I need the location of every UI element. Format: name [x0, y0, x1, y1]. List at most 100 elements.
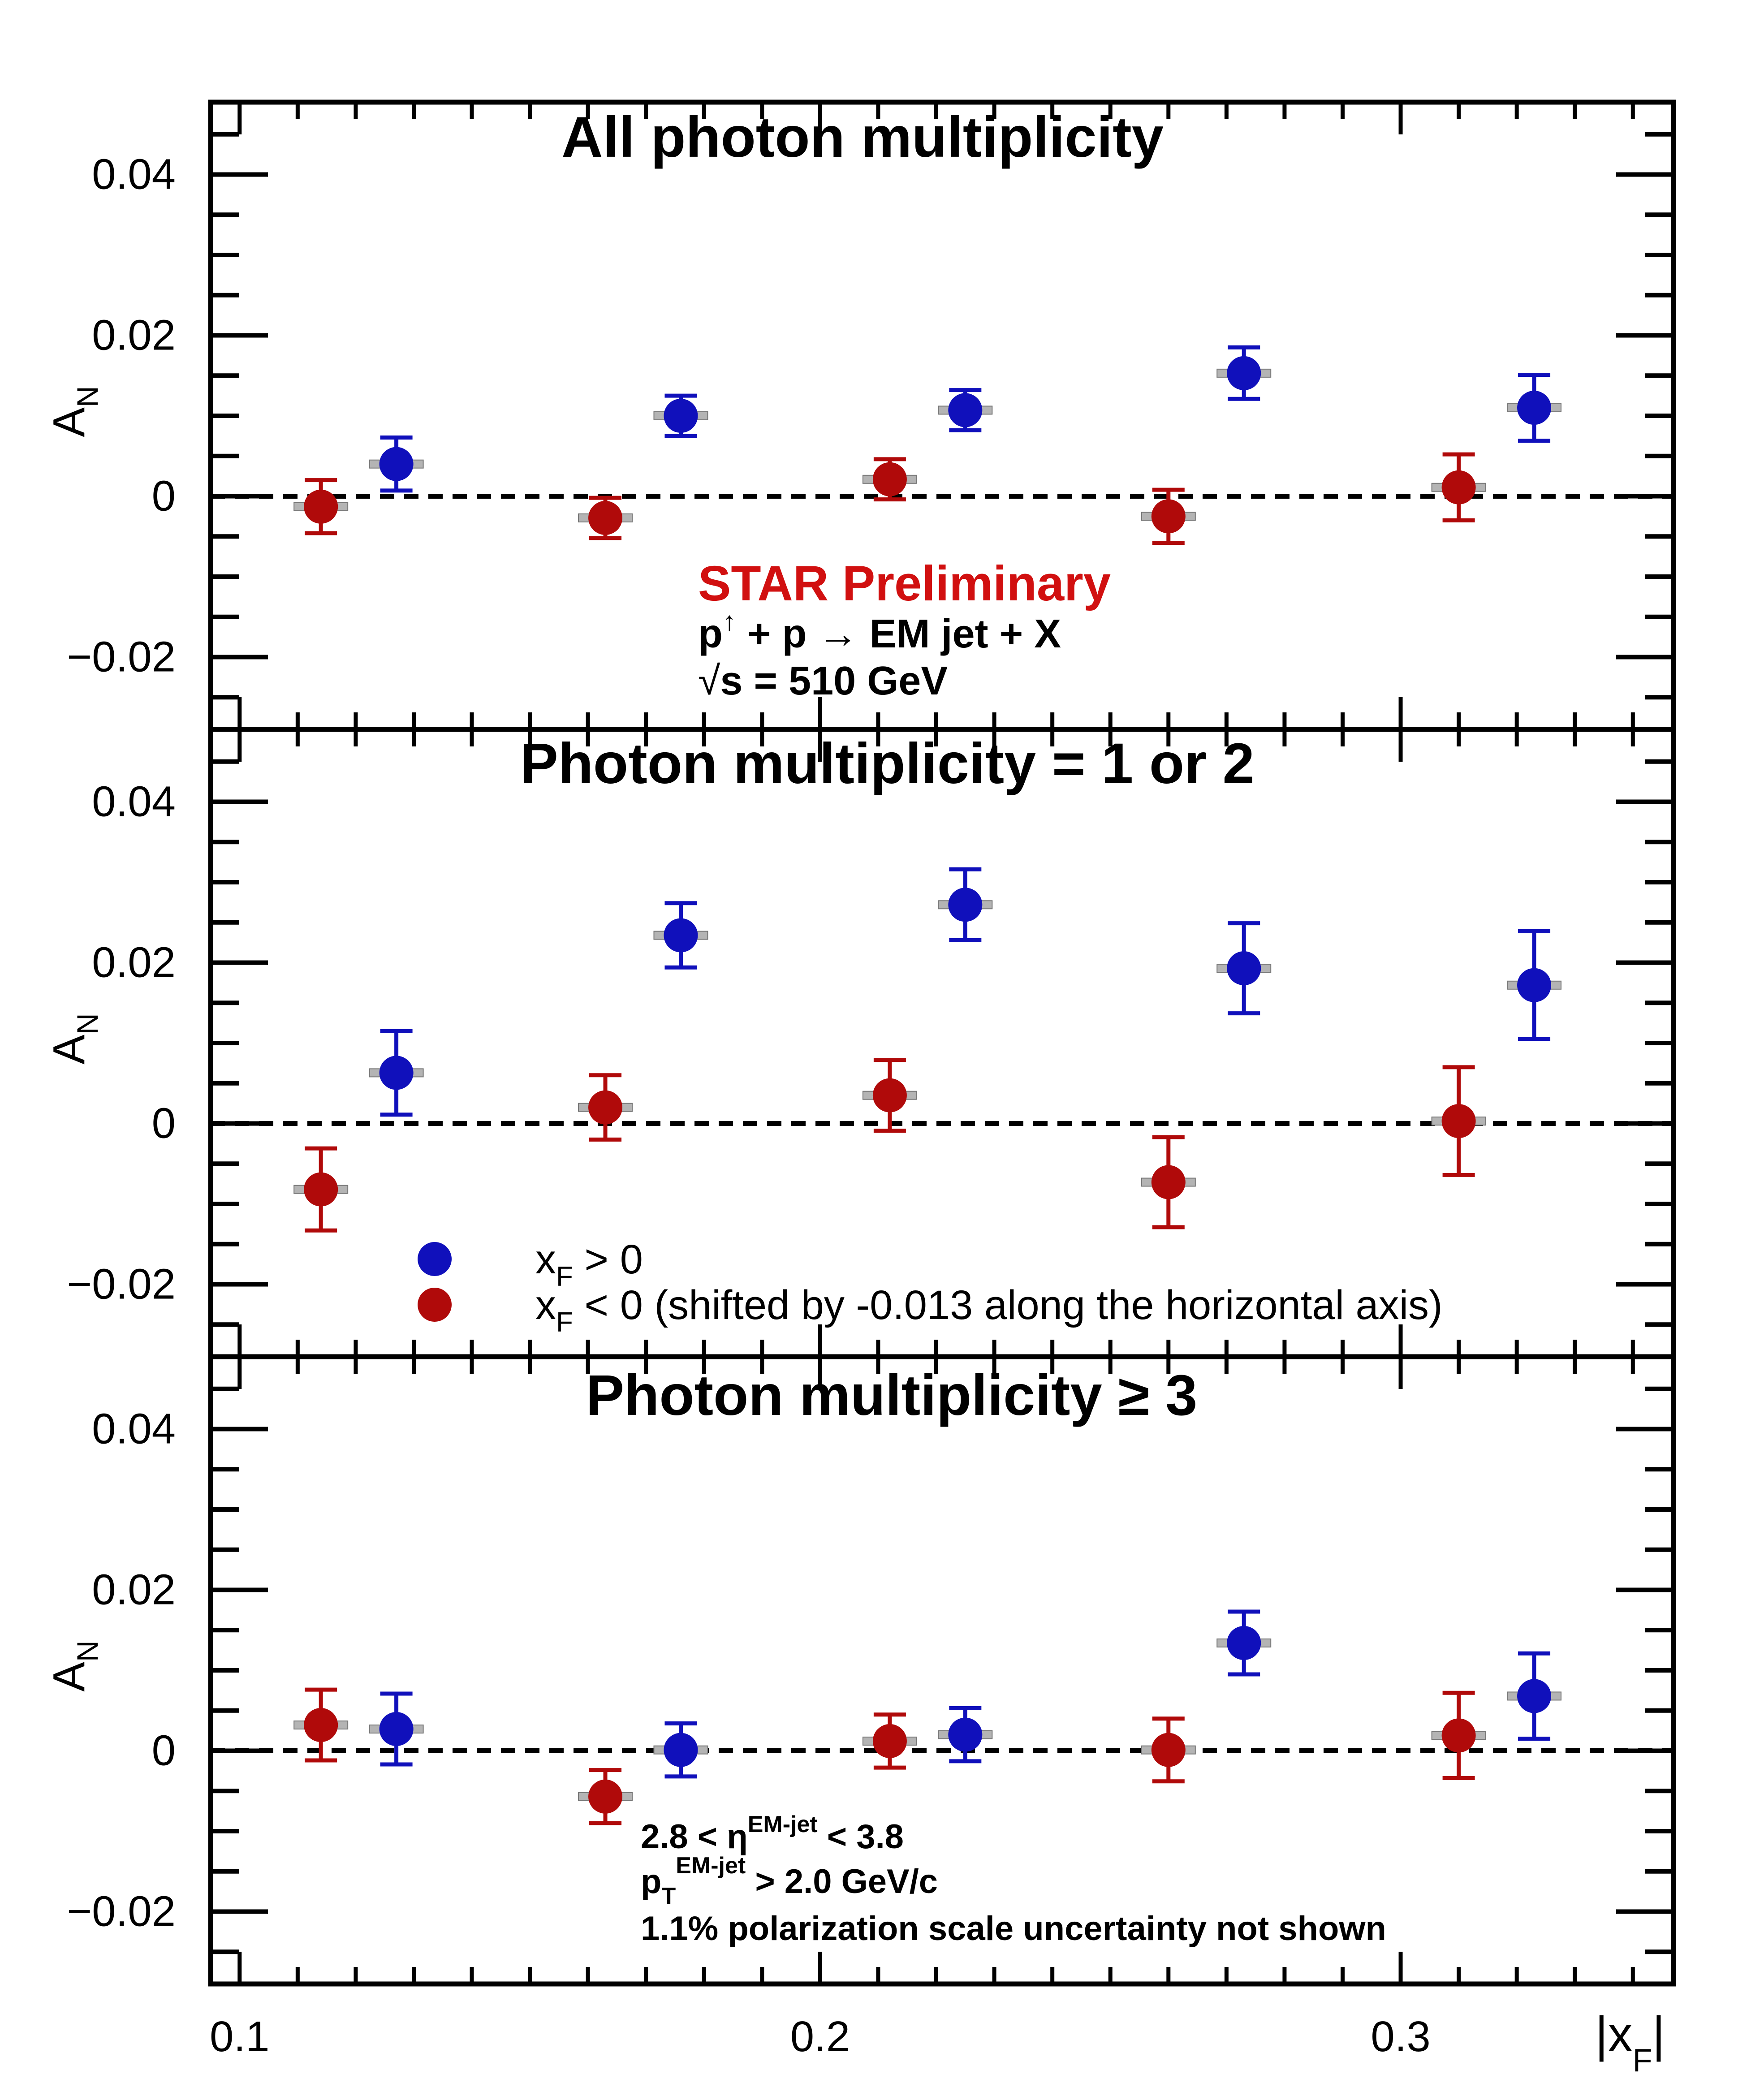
xf_neg-point — [578, 1073, 633, 1142]
xf_neg-point — [1141, 487, 1196, 545]
data-marker — [948, 1717, 983, 1752]
energy-text: s = 510 GeV — [720, 659, 948, 703]
energy-sqrt: √ — [698, 659, 720, 703]
eta-cut-label: 2.8 < ηEM-jet < 3.8 — [641, 1811, 904, 1856]
data-marker — [664, 1733, 698, 1767]
x-axis-label-main: |x — [1595, 2007, 1633, 2062]
data-marker — [1441, 1718, 1476, 1753]
xf_pos-point — [938, 867, 993, 942]
xf_pos-point — [1507, 929, 1562, 1041]
y-axis-label-main: A — [44, 1662, 94, 1692]
data-marker — [1517, 391, 1552, 425]
pt-sup: EM-jet — [676, 1853, 746, 1879]
xf_neg-point — [293, 1687, 349, 1763]
xf_pos-point — [653, 901, 708, 970]
data-marker — [664, 399, 698, 433]
y-tick-label: 0 — [152, 472, 176, 520]
y-tick-label: −0.02 — [67, 633, 176, 681]
y-tick-label: 0 — [152, 1726, 176, 1774]
data-marker — [1227, 951, 1261, 986]
legend-marker-xf_pos — [418, 1242, 452, 1276]
y-tick-label: 0.02 — [92, 311, 176, 359]
xf_neg-point — [1141, 1716, 1196, 1784]
xf_pos-point — [1507, 372, 1562, 443]
xf_neg-point — [293, 1146, 349, 1233]
y-tick-label: 0.02 — [92, 1566, 176, 1614]
data-marker — [664, 918, 698, 953]
xf_neg-point — [1141, 1135, 1196, 1229]
xf_neg-point — [1431, 1065, 1486, 1177]
xf_pos-point — [369, 1029, 424, 1117]
data-marker — [1517, 968, 1552, 1002]
y-tick-label: 0.04 — [92, 1405, 176, 1453]
x-axis-label-sub: F — [1633, 2043, 1652, 2078]
data-marker — [1441, 470, 1476, 505]
data-marker — [304, 1708, 338, 1742]
y-tick-label: −0.02 — [67, 1887, 176, 1935]
xf_neg-point — [1431, 1690, 1486, 1781]
data-marker — [1441, 1104, 1476, 1138]
xf_neg-point — [578, 1768, 633, 1825]
xf_pos-point — [1216, 1609, 1272, 1677]
xf_neg-point — [862, 1058, 917, 1133]
pt-post: > 2.0 GeV/c — [746, 1863, 938, 1901]
xf_pos-point — [653, 393, 708, 438]
star-preliminary: STAR Preliminary — [698, 556, 1111, 611]
xf_pos-point — [938, 388, 993, 432]
y-axis-label: AN — [44, 1640, 104, 1691]
data-marker — [379, 1056, 414, 1090]
x-tick-label: 0.2 — [790, 2013, 850, 2061]
data-marker — [1151, 1733, 1186, 1767]
reaction-rest: + p → EM jet + X — [736, 612, 1061, 656]
panel-title: Photon multiplicity = 1 or 2 — [520, 732, 1254, 796]
xf_pos-point — [938, 1706, 993, 1764]
legend-sub: F — [556, 1307, 573, 1338]
xf_neg-point — [1431, 452, 1486, 522]
data-marker — [872, 1078, 907, 1113]
y-tick-label: 0.04 — [92, 778, 176, 826]
x-axis-label-end: | — [1652, 2007, 1665, 2062]
data-marker — [588, 1779, 623, 1814]
y-tick-label: 0.02 — [92, 939, 176, 987]
panel-3: −0.02 0 0.02 0.04 AN Photon multiplicity ≥ 3 — [44, 1354, 1676, 1987]
x-tick-label: 0.3 — [1371, 2013, 1430, 2061]
data-marker — [379, 447, 414, 481]
legend-post: < 0 (shifted by -0.013 along the horizon… — [573, 1282, 1443, 1328]
reaction-arrow-up: ↑ — [723, 606, 736, 636]
legend-marker-xf_neg — [418, 1288, 452, 1322]
legend-label-xf_pos: xF > 0 — [535, 1237, 643, 1292]
data-marker — [379, 1712, 414, 1746]
pt-pre: p — [641, 1863, 661, 1901]
data-marker — [1227, 1626, 1261, 1660]
y-axis-label-main: A — [44, 1035, 94, 1065]
xf_pos-point — [653, 1721, 708, 1779]
legend-sub: F — [556, 1261, 573, 1292]
data-marker — [304, 1172, 338, 1207]
y-axis-label-main: A — [44, 407, 94, 437]
reaction-label: p↑ + p → EM jet + X — [698, 606, 1061, 656]
data-marker — [1517, 1679, 1552, 1713]
xf_pos-point — [1507, 1651, 1562, 1741]
y-axis-label: AN — [44, 386, 104, 437]
reaction-p: p — [698, 612, 723, 656]
panel-2: −0.02 0 0.02 0.04 AN Photon multiplicity = 1 … — [44, 727, 1676, 1359]
data-marker — [872, 1724, 907, 1758]
legend-label-xf_neg: xF < 0 (shifted by -0.013 along the hori… — [535, 1282, 1443, 1338]
data-marker — [304, 489, 338, 524]
data-marker — [872, 462, 907, 496]
data-marker — [948, 393, 983, 427]
eta-post: < 3.8 — [818, 1818, 904, 1856]
legend-post: > 0 — [573, 1237, 643, 1282]
data-marker — [1151, 499, 1186, 534]
y-tick-label: −0.02 — [67, 1260, 176, 1308]
legend-pre: x — [535, 1237, 556, 1282]
pt-cut-label: pTEM-jet > 2.0 GeV/c — [641, 1853, 938, 1909]
panel-1: −0.02 0 0.02 0.04 AN All photon multiplicity — [44, 99, 1676, 732]
x-axis-label: |xF| — [1595, 2007, 1665, 2078]
xf_neg-point — [293, 478, 349, 535]
xf_neg-point — [578, 496, 633, 540]
y-tick-label: 0 — [152, 1099, 176, 1147]
data-marker — [1227, 356, 1261, 390]
